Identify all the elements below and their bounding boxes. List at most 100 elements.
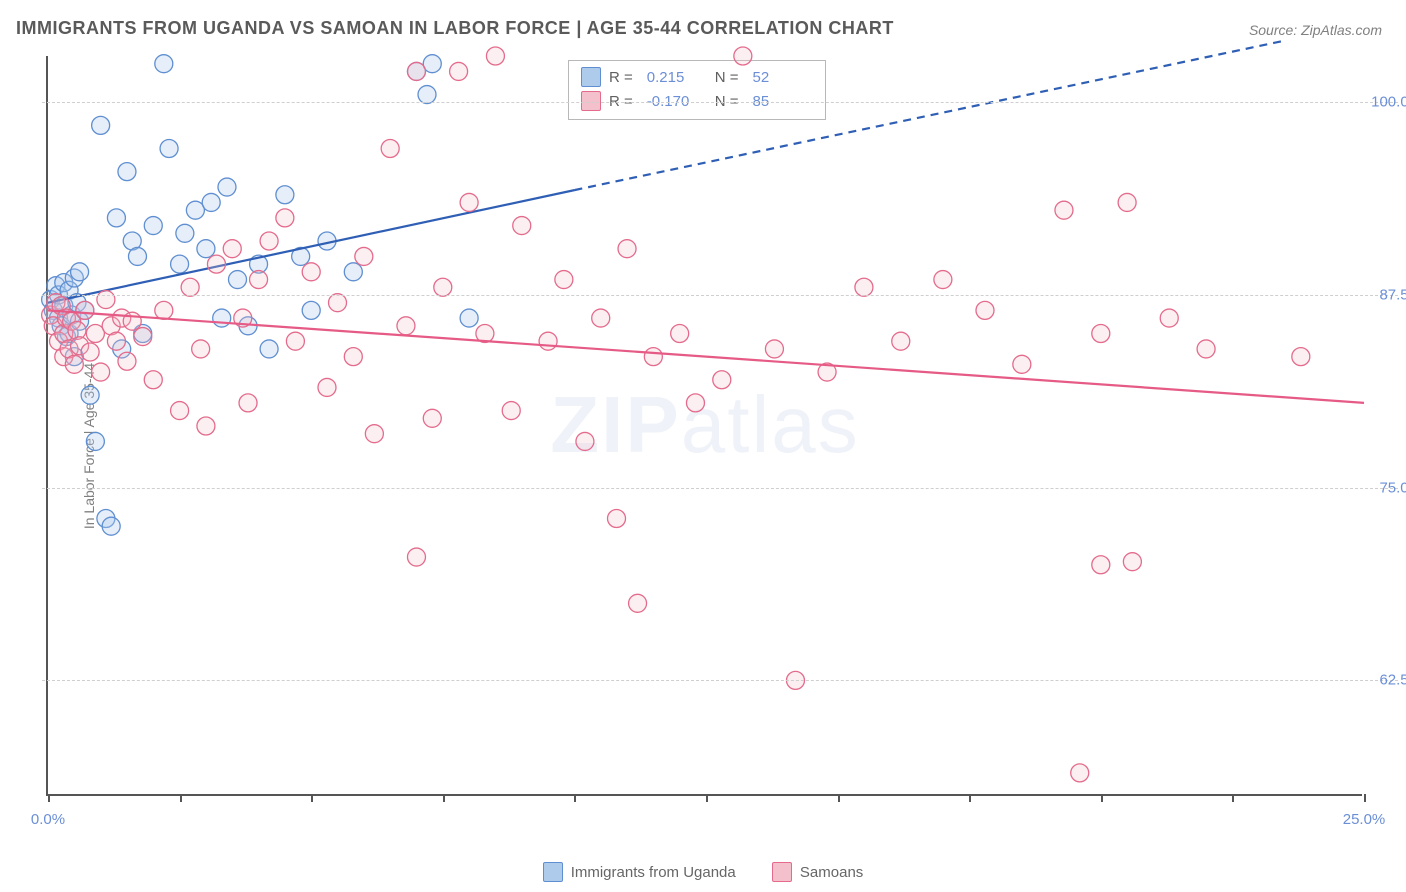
data-point: [397, 317, 415, 335]
data-point: [1292, 348, 1310, 366]
data-point: [486, 47, 504, 65]
data-point: [734, 47, 752, 65]
data-point: [155, 301, 173, 319]
data-point: [1123, 553, 1141, 571]
data-point: [302, 301, 320, 319]
x-tick: [311, 794, 313, 802]
data-point: [934, 271, 952, 289]
data-point: [423, 409, 441, 427]
data-point: [250, 271, 268, 289]
data-point: [107, 209, 125, 227]
data-point: [460, 309, 478, 327]
data-point: [1118, 193, 1136, 211]
data-point: [1071, 764, 1089, 782]
data-point: [181, 278, 199, 296]
data-point: [81, 386, 99, 404]
data-point: [144, 371, 162, 389]
data-point: [976, 301, 994, 319]
y-tick-label: 100.0%: [1371, 94, 1406, 111]
legend-label-a: Immigrants from Uganda: [571, 864, 736, 881]
data-point: [671, 325, 689, 343]
data-point: [344, 348, 362, 366]
legend-item-a: Immigrants from Uganda: [543, 862, 736, 882]
swatch-a: [543, 862, 563, 882]
data-point: [713, 371, 731, 389]
data-point: [592, 309, 610, 327]
data-point: [539, 332, 557, 350]
data-point: [460, 193, 478, 211]
data-point: [644, 348, 662, 366]
chart-title: IMMIGRANTS FROM UGANDA VS SAMOAN IN LABO…: [16, 18, 894, 39]
gridline: [42, 488, 1398, 489]
data-point: [92, 116, 110, 134]
data-point: [407, 548, 425, 566]
data-point: [218, 178, 236, 196]
data-point: [71, 263, 89, 281]
data-point: [223, 240, 241, 258]
data-point: [239, 394, 257, 412]
data-point: [171, 255, 189, 273]
data-point: [1197, 340, 1215, 358]
gridline: [42, 295, 1398, 296]
data-point: [407, 62, 425, 80]
data-point: [629, 594, 647, 612]
plot-area: ZIPatlas R = 0.215 N = 52 R = -0.170 N =…: [46, 56, 1362, 796]
x-tick: [969, 794, 971, 802]
data-point: [197, 417, 215, 435]
data-point: [418, 86, 436, 104]
data-point: [118, 352, 136, 370]
data-point: [344, 263, 362, 281]
data-point: [502, 402, 520, 420]
data-point: [1092, 556, 1110, 574]
source-label: Source: ZipAtlas.com: [1249, 22, 1382, 38]
data-point: [102, 517, 120, 535]
data-point: [1160, 309, 1178, 327]
data-point: [176, 224, 194, 242]
data-point: [765, 340, 783, 358]
x-tick: [706, 794, 708, 802]
data-point: [276, 209, 294, 227]
data-point: [576, 432, 594, 450]
data-point: [128, 247, 146, 265]
data-point: [555, 271, 573, 289]
data-point: [434, 278, 452, 296]
x-tick: [1101, 794, 1103, 802]
series-legend: Immigrants from Uganda Samoans: [0, 862, 1406, 886]
data-point: [355, 247, 373, 265]
legend-item-b: Samoans: [772, 862, 863, 882]
data-point: [65, 355, 83, 373]
x-tick: [443, 794, 445, 802]
data-point: [608, 510, 626, 528]
data-point: [1055, 201, 1073, 219]
data-point: [97, 291, 115, 309]
data-point: [92, 363, 110, 381]
trendline-extrapolated: [574, 41, 1285, 191]
data-point: [171, 402, 189, 420]
x-tick: [838, 794, 840, 802]
x-tick: [1364, 794, 1366, 802]
y-tick-label: 87.5%: [1379, 286, 1406, 303]
x-tick: [48, 794, 50, 802]
y-tick-label: 62.5%: [1379, 672, 1406, 689]
data-point: [513, 217, 531, 235]
x-tick: [180, 794, 182, 802]
data-point: [855, 278, 873, 296]
data-point: [318, 378, 336, 396]
data-point: [260, 340, 278, 358]
x-tick: [574, 794, 576, 802]
data-point: [618, 240, 636, 258]
data-point: [1092, 325, 1110, 343]
data-point: [76, 301, 94, 319]
x-tick: [1232, 794, 1234, 802]
data-point: [197, 240, 215, 258]
data-point: [134, 328, 152, 346]
data-point: [107, 332, 125, 350]
data-point: [260, 232, 278, 250]
data-point: [1013, 355, 1031, 373]
data-point: [229, 271, 247, 289]
data-point: [86, 432, 104, 450]
x-tick-label: 25.0%: [1343, 811, 1386, 828]
data-point: [81, 343, 99, 361]
x-tick-label: 0.0%: [31, 811, 65, 828]
data-point: [213, 309, 231, 327]
